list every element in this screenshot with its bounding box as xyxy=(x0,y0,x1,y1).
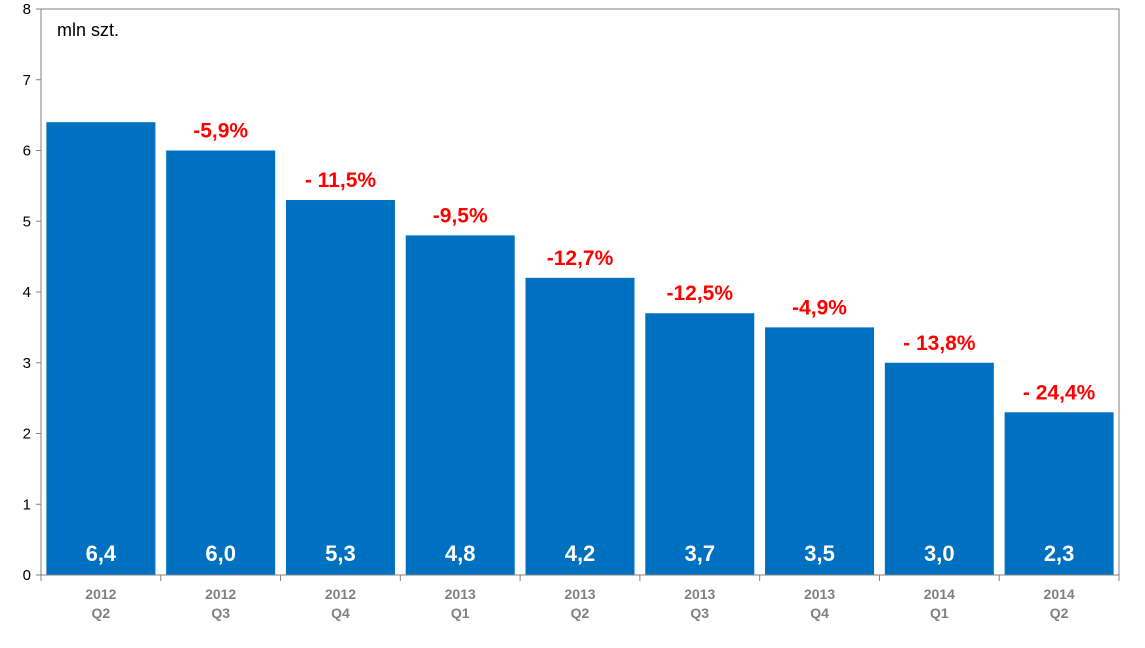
bars: 6,4 6,0 -5,9% 5,3 - 11,5% 4,8 -9,5% 4,2 -12,7% 3,… xyxy=(46,120,1114,575)
y-tick-label: 5 xyxy=(23,213,31,230)
y-tick-label: 4 xyxy=(23,284,31,301)
change-annotation: -9,5% xyxy=(433,204,488,227)
bar-value-label: 6,0 xyxy=(205,541,236,566)
x-tick-label-quarter: Q2 xyxy=(1050,605,1069,621)
y-tick-label: 6 xyxy=(23,143,31,160)
bar xyxy=(285,200,395,575)
unit-label: mln szt. xyxy=(57,20,119,40)
bar xyxy=(405,235,515,575)
bar-value-label: 3,7 xyxy=(684,541,715,566)
y-tick-label: 2 xyxy=(23,426,31,443)
x-tick-label-year: 2012 xyxy=(85,586,116,602)
x-tick-label-quarter: Q1 xyxy=(451,605,470,621)
bar-value-label: 5,3 xyxy=(325,541,356,566)
y-tick-label: 1 xyxy=(23,496,31,513)
bar xyxy=(884,362,994,575)
bar xyxy=(166,150,276,575)
x-tick-label-year: 2013 xyxy=(684,586,715,602)
bar-value-label: 3,5 xyxy=(804,541,835,566)
change-annotation: -12,5% xyxy=(667,282,734,305)
x-tick-label-quarter: Q2 xyxy=(571,605,590,621)
y-tick-label: 8 xyxy=(23,1,31,18)
bar xyxy=(765,327,875,575)
x-tick-label-year: 2013 xyxy=(445,586,476,602)
x-axis: 2012 Q2 2012 Q3 2012 Q4 2013 Q1 2013 Q2 2013 Q3 2013… xyxy=(40,574,1120,621)
bar-value-label: 6,4 xyxy=(86,541,117,566)
x-tick-label-year: 2014 xyxy=(924,586,955,602)
x-tick-label-year: 2012 xyxy=(325,586,356,602)
bar-value-label: 3,0 xyxy=(924,541,955,566)
bar xyxy=(1004,412,1114,575)
y-axis: 0 1 2 3 4 5 6 7 8 xyxy=(23,1,42,584)
bar-value-label: 4,2 xyxy=(565,541,596,566)
bar-value-label: 2,3 xyxy=(1044,541,1075,566)
change-annotation: -5,9% xyxy=(193,120,248,143)
x-tick-label-year: 2014 xyxy=(1044,586,1075,602)
bar xyxy=(645,313,755,575)
y-tick-label: 0 xyxy=(23,567,31,584)
change-annotation: - 11,5% xyxy=(305,169,377,192)
x-tick-label-quarter: Q4 xyxy=(331,605,350,621)
bar-value-label: 4,8 xyxy=(445,541,476,566)
y-tick-label: 7 xyxy=(23,72,31,89)
bar xyxy=(525,277,635,575)
x-tick-label-quarter: Q1 xyxy=(930,605,949,621)
x-tick-label-quarter: Q3 xyxy=(211,605,230,621)
x-tick-label-quarter: Q4 xyxy=(810,605,829,621)
change-annotation: - 13,8% xyxy=(903,332,976,355)
change-annotation: - 24,4% xyxy=(1023,381,1096,404)
x-tick-label-year: 2012 xyxy=(205,586,236,602)
y-tick-label: 3 xyxy=(23,355,31,372)
change-annotation: -4,9% xyxy=(792,296,847,319)
bar xyxy=(46,122,156,575)
x-tick-label-quarter: Q2 xyxy=(92,605,111,621)
change-annotation: -12,7% xyxy=(547,247,614,270)
x-tick-label-year: 2013 xyxy=(804,586,835,602)
x-tick-label-year: 2013 xyxy=(564,586,595,602)
x-tick-label-quarter: Q3 xyxy=(690,605,709,621)
